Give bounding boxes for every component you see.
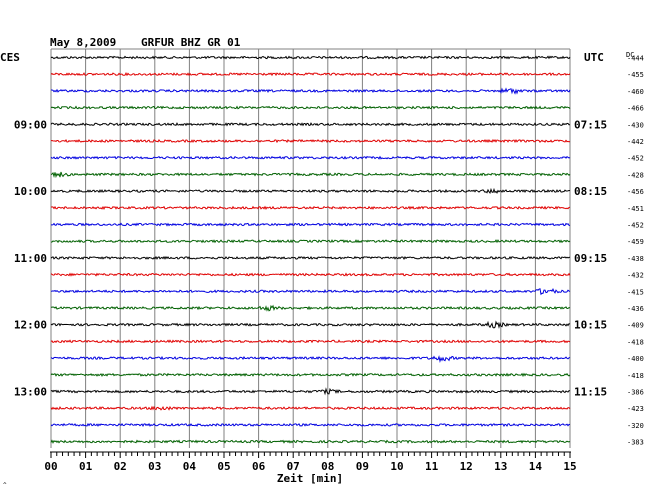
x-tick-label: 01 xyxy=(79,460,93,473)
dc-offset-label: -418 xyxy=(627,338,644,346)
seismic-trace xyxy=(50,187,571,194)
dc-offset-label: -400 xyxy=(627,355,644,363)
x-tick-label: 06 xyxy=(252,460,266,473)
dc-offset-label: -418 xyxy=(627,372,644,380)
right-time-label: 10:15 xyxy=(574,319,607,332)
seismic-trace xyxy=(50,339,571,344)
dc-offset-label: -452 xyxy=(627,155,644,163)
left-time-label: 12:00 xyxy=(14,319,47,332)
right-time-label: 11:15 xyxy=(574,386,607,399)
seismic-trace xyxy=(50,405,571,411)
seismic-trace xyxy=(50,272,571,277)
dc-offset-label: -460 xyxy=(627,88,644,96)
dc-offset-label: -466 xyxy=(627,105,644,113)
x-tick-label: 04 xyxy=(183,460,197,473)
x-tick-label: 02 xyxy=(114,460,127,473)
station-label: GRFUR BHZ GR 01 xyxy=(141,36,241,49)
seismic-trace xyxy=(50,205,571,210)
right-time-label: 09:15 xyxy=(574,252,607,265)
seismic-trace xyxy=(50,155,571,160)
seismic-trace xyxy=(50,355,571,363)
seismic-trace xyxy=(50,239,571,244)
x-tick-label: 07 xyxy=(287,460,300,473)
seismic-trace xyxy=(50,255,571,261)
dc-offset-label: -444 xyxy=(627,55,644,63)
dc-offset-label: -438 xyxy=(627,255,644,263)
x-tick-label: 15 xyxy=(563,460,576,473)
right-time-label: 07:15 xyxy=(574,118,607,131)
dc-offset-label: -436 xyxy=(627,305,644,313)
right-time-label: 08:15 xyxy=(574,185,607,198)
dc-offset-label: -320 xyxy=(627,422,644,430)
dc-offset-label: -456 xyxy=(627,188,644,196)
dc-offset-label: -442 xyxy=(627,138,644,146)
dc-offset-label: -452 xyxy=(627,222,644,230)
grid-lines xyxy=(50,48,571,448)
x-tick-label: 03 xyxy=(148,460,161,473)
x-tick-label: 14 xyxy=(529,460,543,473)
seismic-trace xyxy=(50,439,571,444)
seismic-trace xyxy=(50,387,571,396)
left-time-label: 10:00 xyxy=(14,185,47,198)
dc-offset-label: -423 xyxy=(627,405,644,413)
left-time-label: 11:00 xyxy=(14,252,47,265)
seismic-trace xyxy=(50,320,571,329)
seismic-trace xyxy=(50,87,571,95)
seismic-trace xyxy=(50,105,571,110)
x-tick-label: 00 xyxy=(44,460,57,473)
dc-offset-label: -459 xyxy=(627,238,644,246)
right-timezone-label: UTC xyxy=(584,51,604,64)
date-label: May 8,2009 xyxy=(50,36,116,49)
x-tick-label: 12 xyxy=(460,460,473,473)
x-tick-label: 08 xyxy=(321,460,334,473)
seismic-trace xyxy=(50,171,571,179)
left-timezone-label: CES xyxy=(0,51,20,64)
dc-offset-label: -432 xyxy=(627,272,644,280)
x-tick-label: 13 xyxy=(494,460,507,473)
dc-offset-labels: -444 -455 -460 -466 -430 -442 -452 -428 -456 -451… xyxy=(627,55,644,447)
dc-label: DC xyxy=(626,51,634,59)
dc-offset-label: -386 xyxy=(627,389,644,397)
seismic-trace xyxy=(50,71,571,77)
seismic-trace xyxy=(50,122,570,127)
right-time-labels: 07:15 08:15 09:15 10:15 11:15 xyxy=(574,118,607,398)
dc-offset-label: -428 xyxy=(627,171,644,179)
seismic-trace xyxy=(50,287,571,296)
left-time-label: 09:00 xyxy=(14,118,47,131)
dc-offset-label: -415 xyxy=(627,288,644,296)
dc-offset-label: -383 xyxy=(627,439,644,447)
seismic-trace xyxy=(50,304,571,312)
seismic-trace xyxy=(50,138,571,144)
dc-offset-label: -455 xyxy=(627,71,644,79)
x-axis-title: Zeit [min] xyxy=(277,472,343,485)
dc-offset-label: -409 xyxy=(627,322,644,330)
x-tick-label: 05 xyxy=(217,460,230,473)
dc-offset-label: -430 xyxy=(627,121,644,129)
x-tick-label: 09 xyxy=(356,460,369,473)
seismic-trace xyxy=(50,372,571,378)
x-tick-label: 10 xyxy=(390,460,403,473)
dc-offset-label: -451 xyxy=(627,205,644,213)
seismic-trace xyxy=(50,222,571,227)
trace-group xyxy=(50,55,571,444)
left-time-label: 13:00 xyxy=(14,386,47,399)
x-axis: 00 01 02 03 04 05 06 07 08 09 10 11 12 13 14 15 xyxy=(44,451,577,473)
seismic-trace xyxy=(50,422,571,428)
corner-mark: ^ xyxy=(3,482,7,489)
seismic-trace xyxy=(50,55,571,60)
left-time-labels: 09:00 10:00 11:00 12:00 13:00 xyxy=(14,118,47,398)
x-tick-label: 11 xyxy=(425,460,439,473)
